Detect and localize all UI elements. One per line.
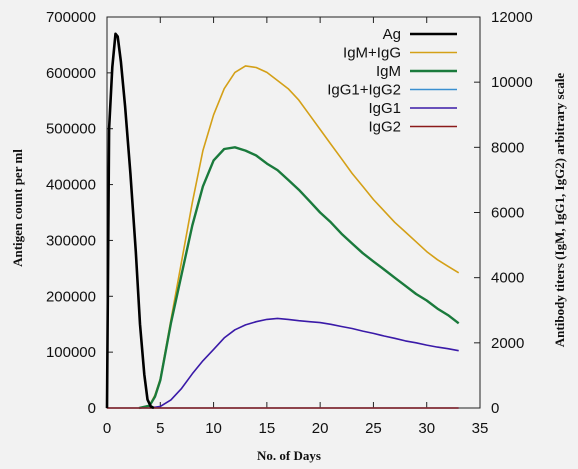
y-left-tick-label: 200000 (46, 288, 96, 305)
x-tick-label: 5 (156, 420, 164, 437)
y-right-tick-label: 10000 (491, 74, 533, 91)
y-left-tick-label: 0 (88, 400, 96, 417)
y-right-tick-label: 2000 (491, 335, 524, 352)
y-left-tick-label: 400000 (46, 177, 96, 194)
legend-label: Ag (383, 26, 401, 43)
x-tick-label: 0 (103, 420, 111, 437)
legend-label: IgG1 (368, 100, 401, 117)
legend-label: IgM (376, 63, 401, 80)
x-tick-label: 15 (259, 420, 276, 437)
y-right-tick-label: 12000 (491, 9, 533, 26)
x-tick-label: 10 (205, 420, 222, 437)
series-line-igg1 (149, 317, 459, 409)
y-right-tick-label: 6000 (491, 205, 524, 222)
legend-label: IgG2 (368, 119, 401, 136)
series-layer (105, 32, 460, 410)
y-left-tick-label: 600000 (46, 65, 96, 82)
y-axis-right-title: Antibody titers (IgM, IgG1, IgG2) arbitr… (552, 73, 567, 348)
x-axis-title: No. of Days (257, 448, 321, 463)
y-left-tick-label: 300000 (46, 232, 96, 249)
axes: 0 5 10 15 20 25 30 3501000002000003000004000005… (46, 9, 533, 437)
x-tick-label: 30 (418, 420, 435, 437)
y-axis-left-title: Antigen count per ml (10, 149, 25, 267)
series-line-igm-plus-igg (138, 65, 460, 409)
y-left-tick-label: 100000 (46, 344, 96, 361)
x-tick-label: 25 (365, 420, 382, 437)
legend-label: IgM+IgG (343, 45, 401, 62)
y-right-tick-label: 8000 (491, 139, 524, 156)
y-right-tick-label: 0 (491, 400, 499, 417)
y-right-tick-label: 4000 (491, 270, 524, 287)
y-left-tick-label: 700000 (46, 9, 96, 26)
series-line-igm (138, 146, 460, 410)
series-line-ag (105, 32, 155, 410)
x-tick-label: 20 (312, 420, 329, 437)
y-left-tick-label: 500000 (46, 121, 96, 138)
x-tick-label: 35 (472, 420, 489, 437)
legend-label: IgG1+IgG2 (327, 82, 401, 99)
